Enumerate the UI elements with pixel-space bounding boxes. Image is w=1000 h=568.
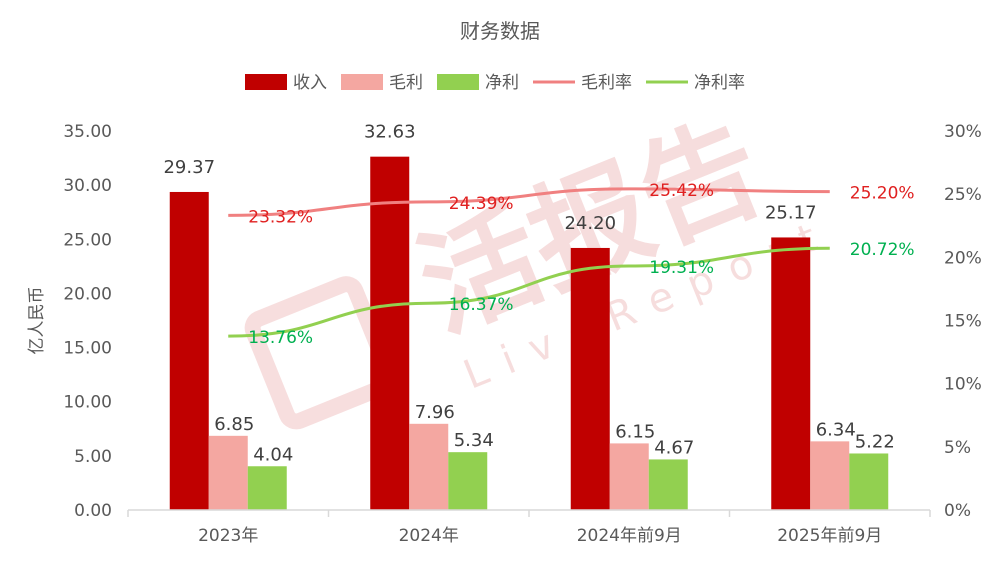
labels-layer: 29.37 32.63 24.20 25.17 6.85 7.96 6.15 6.34 4.04… [163,122,914,466]
legend-label-净利率: 净利率 [694,73,745,93]
y2-tick-label: 30% [944,122,982,142]
bar-收入 [771,237,811,510]
y2-tick-label: 10% [944,375,982,395]
bar-label-毛利: 6.34 [816,419,856,440]
bar-毛利 [609,443,649,510]
bar-毛利 [409,423,449,510]
line-毛利率 [228,187,830,217]
axes-layer: 0.00 5.00 10.00 15.00 20.00 25.00 30.00 35.00 0%… [27,122,982,546]
bar-label-净利: 5.34 [454,430,494,451]
y-tick-label: 25.00 [63,230,112,250]
bar-收入 [370,156,410,511]
bar-label-净利: 4.67 [654,437,694,458]
y-tick-label: 15.00 [63,339,112,359]
bar-label-收入: 32.63 [364,122,416,143]
bar-收入 [169,191,209,511]
legend-swatch-净利 [437,74,479,90]
y2-tick-label: 25% [944,185,982,205]
bar-label-收入: 25.17 [765,202,817,223]
bar-净利 [448,452,488,510]
line-label-净利率: 13.76% [248,328,313,348]
y-tick-label: 35.00 [63,122,112,142]
line-label-毛利率: 23.32% [248,207,313,227]
y-tick-label: 20.00 [63,284,112,304]
y-tick-label: 5.00 [74,447,112,467]
bar-label-毛利: 6.15 [615,421,655,442]
y2-tick-label: 5% [944,438,971,458]
line-净利率 [228,246,830,338]
bars-layer [169,156,889,511]
y2-tick-label: 20% [944,248,982,268]
bar-净利 [648,459,688,510]
y-tick-label: 0.00 [74,501,112,521]
line-label-净利率: 19.31% [649,258,714,278]
y2-tick-label: 15% [944,312,982,332]
bar-label-毛利: 7.96 [415,402,455,423]
line-label-净利率: 16.37% [449,295,514,315]
bar-收入 [570,247,610,510]
y2-tick-label: 0% [944,501,971,521]
chart-title: 财务数据 [460,19,540,43]
bar-label-净利: 4.04 [253,444,293,465]
line-label-毛利率: 25.42% [649,181,714,201]
legend-label-毛利率: 毛利率 [581,73,632,93]
legend-swatch-毛利 [341,74,383,90]
x-tick-label: 2025年前9月 [777,526,882,546]
line-label-毛利率: 24.39% [449,194,514,214]
legend: 收入 毛利 净利 毛利率 净利率 [245,73,745,93]
x-tick-label: 2024年前9月 [577,526,682,546]
bar-净利 [247,466,287,510]
bar-label-净利: 5.22 [855,431,895,452]
legend-label-毛利: 毛利 [389,73,423,93]
legend-label-收入: 收入 [293,73,327,93]
y-tick-label: 10.00 [63,393,112,413]
y-tick-label: 30.00 [63,176,112,196]
x-tick-label: 2024年 [399,526,459,546]
bar-label-收入: 29.37 [163,157,215,178]
line-label-净利率: 20.72% [850,240,915,260]
line-label-毛利率: 25.20% [850,184,915,204]
legend-label-净利: 净利 [485,73,519,93]
bar-label-收入: 24.20 [564,213,616,234]
bar-毛利 [208,435,248,510]
legend-swatch-收入 [245,74,287,90]
lines-layer [228,187,830,338]
bar-毛利 [810,441,850,510]
bar-净利 [849,453,889,510]
y-axis-label: 亿人民币 [27,287,47,355]
bar-label-毛利: 6.85 [214,414,254,435]
x-tick-label: 2023年 [198,526,258,546]
